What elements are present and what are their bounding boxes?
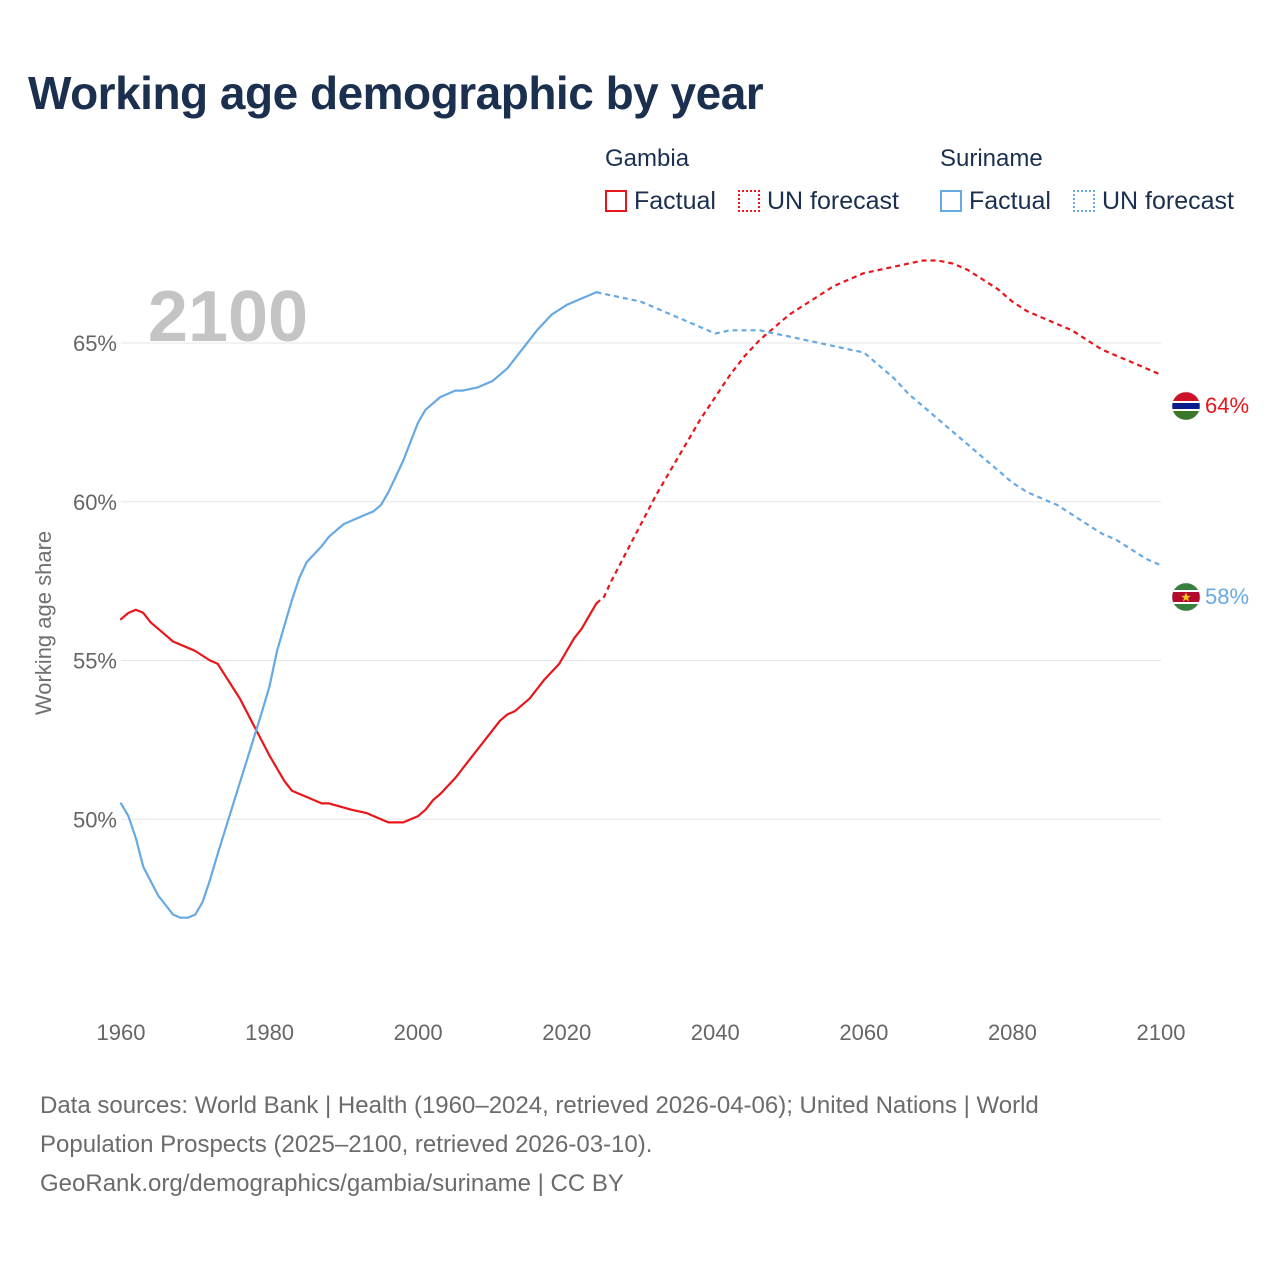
gambia-end-label: 64% xyxy=(1205,393,1249,418)
legend-label: UN forecast xyxy=(1102,186,1234,215)
suriname-flag-icon xyxy=(1172,583,1200,611)
footer-sources: Data sources: World Bank | Health (1960–… xyxy=(40,1086,1240,1203)
gridlines xyxy=(121,342,1161,820)
suriname-factual-line xyxy=(119,291,598,919)
legend-label: Factual xyxy=(969,186,1051,215)
x-tick-label: 2080 xyxy=(988,1020,1037,1045)
legend-label: Factual xyxy=(634,186,716,215)
footer-line: GeoRank.org/demographics/gambia/suriname… xyxy=(40,1170,624,1197)
legend-title-suriname: Suriname xyxy=(940,145,1043,172)
chart-title: Working age demographic by year xyxy=(28,67,764,119)
y-tick-label: 55% xyxy=(73,649,117,674)
gambia-flag-icon xyxy=(1172,392,1200,420)
y-tick-label: 60% xyxy=(73,490,117,515)
x-tick-label: 1980 xyxy=(245,1020,294,1045)
suriname-end-label: 58% xyxy=(1205,584,1249,609)
series-lines xyxy=(119,259,1162,919)
legend-gambia-forecast[interactable]: UN forecast xyxy=(738,186,899,216)
legend-label: UN forecast xyxy=(767,186,899,215)
x-tick-labels: 1960 1980 2000 2020 2040 2060 2080 2100 xyxy=(97,1020,1186,1045)
x-tick-label: 2060 xyxy=(839,1020,888,1045)
suriname-forecast-line xyxy=(596,291,1162,567)
y-tick-label: 65% xyxy=(73,331,117,356)
legend-swatch-dotted xyxy=(738,190,760,212)
legend-swatch-solid xyxy=(605,190,627,212)
x-tick-label: 1960 xyxy=(97,1020,146,1045)
x-tick-label: 2040 xyxy=(691,1020,740,1045)
y-tick-labels: 50% 55% 60% 65% xyxy=(73,331,117,832)
legend-suriname-forecast[interactable]: UN forecast xyxy=(1073,186,1234,216)
legend-title-gambia: Gambia xyxy=(605,145,690,172)
gambia-factual-line xyxy=(119,602,598,824)
footer-line: Population Prospects (2025–2100, retriev… xyxy=(40,1131,653,1158)
footer-line: Data sources: World Bank | Health (1960–… xyxy=(40,1092,1039,1119)
legend-suriname-factual[interactable]: Factual xyxy=(940,186,1051,216)
legend-swatch-dotted xyxy=(1073,190,1095,212)
legend-gambia-factual[interactable]: Factual xyxy=(605,186,716,216)
year-watermark: 2100 xyxy=(148,277,308,357)
line-chart: 2100 Working age share 50% 55% 60% 65% 1960… xyxy=(31,259,1249,1045)
x-tick-label: 2100 xyxy=(1137,1020,1186,1045)
gambia-forecast-line xyxy=(595,259,1162,605)
legend-swatch-solid xyxy=(940,190,962,212)
x-tick-label: 2000 xyxy=(394,1020,443,1045)
y-axis-label: Working age share xyxy=(31,531,56,715)
x-tick-label: 2020 xyxy=(542,1020,591,1045)
y-tick-label: 50% xyxy=(73,807,117,832)
